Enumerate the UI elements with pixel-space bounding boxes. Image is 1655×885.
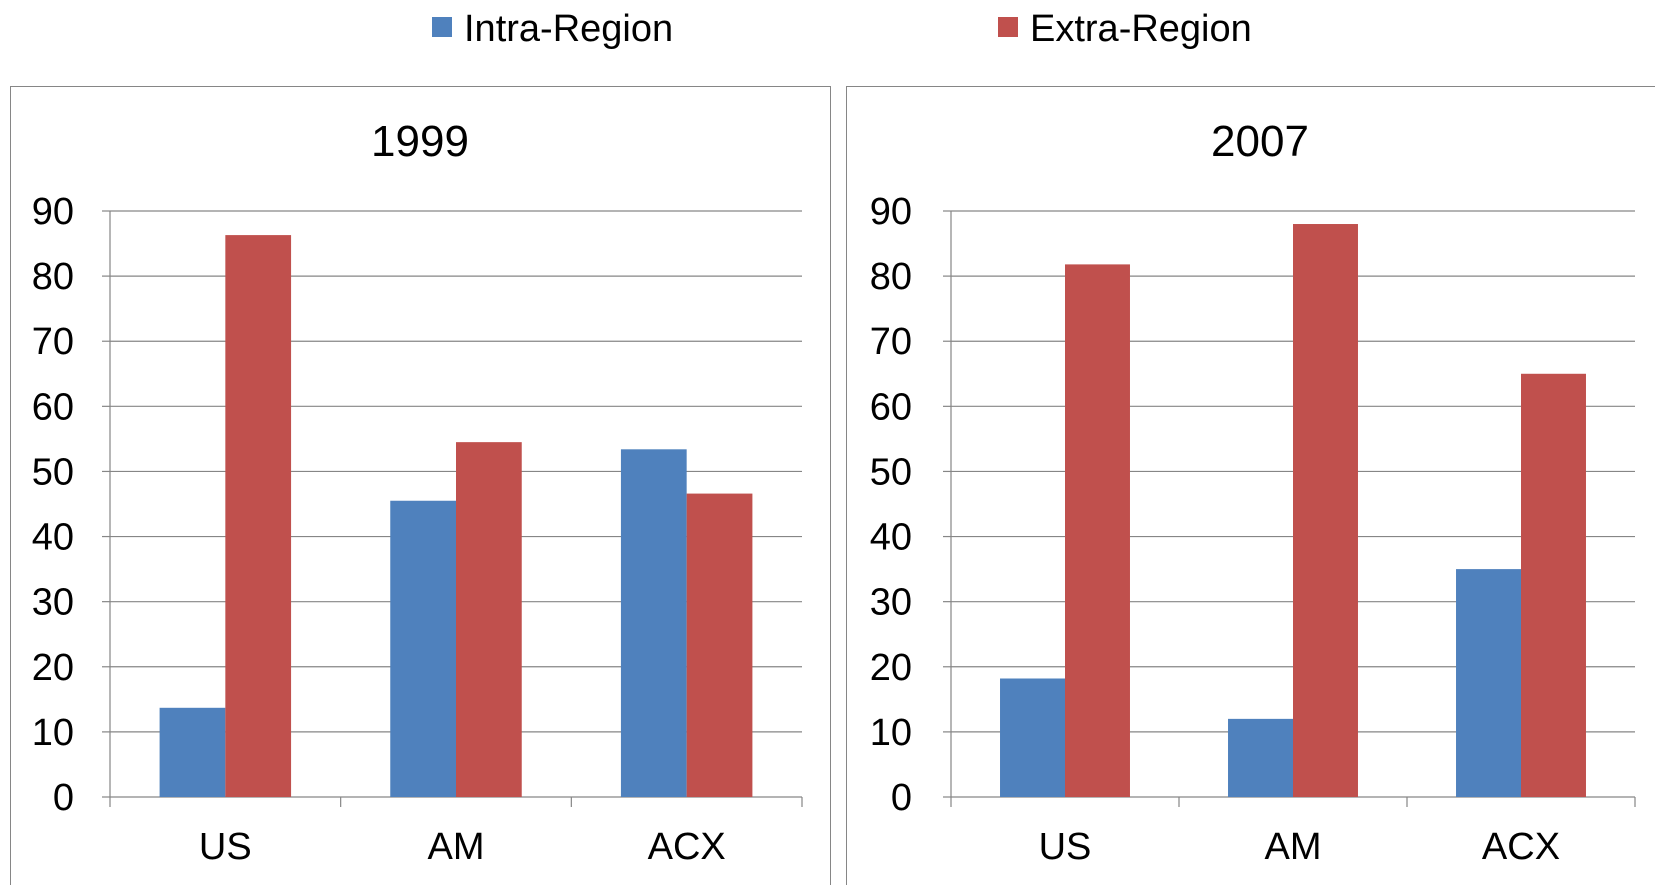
chart-title: 1999 bbox=[371, 117, 469, 166]
legend-swatch-intra bbox=[432, 17, 452, 37]
chart-plot-2007: 0 10 20 30 40 50 60 70 80 90 US AM ACX bbox=[870, 191, 1636, 868]
bar-extra-us bbox=[1065, 264, 1130, 797]
bar-intra-us bbox=[159, 707, 226, 797]
y-tick-label: 20 bbox=[870, 647, 912, 689]
y-tick-label: 50 bbox=[870, 451, 912, 493]
legend-label-extra: Extra-Region bbox=[1030, 8, 1252, 50]
chart-title: 2007 bbox=[1211, 117, 1309, 166]
chart-panel-2007: 2007 0 10 20 30 40 50 60 70 80 90 US AM ACX bbox=[846, 86, 1655, 885]
bar-intra-am bbox=[1228, 718, 1293, 797]
y-tick-label: 30 bbox=[32, 582, 74, 624]
y-tick-label: 70 bbox=[32, 321, 74, 363]
bar-extra-am bbox=[1293, 224, 1358, 797]
x-tick-label: US bbox=[1039, 826, 1092, 868]
y-tick-label: 60 bbox=[870, 386, 912, 428]
bar-intra-am bbox=[390, 500, 456, 797]
bar-extra-am bbox=[456, 442, 522, 797]
chart-plot-1999: 0 10 20 30 40 50 60 70 80 90 US AM ACX bbox=[32, 191, 803, 868]
bar-intra-acx bbox=[1456, 569, 1521, 797]
x-tick-label: AM bbox=[428, 826, 485, 868]
x-tick-label: ACX bbox=[1482, 826, 1560, 868]
bar-extra-acx bbox=[1521, 373, 1586, 797]
x-tick-label: US bbox=[199, 826, 252, 868]
y-tick-label: 20 bbox=[32, 647, 74, 689]
y-tick-label: 10 bbox=[870, 712, 912, 754]
y-tick-label: 80 bbox=[32, 256, 74, 298]
bar-extra-us bbox=[225, 235, 292, 797]
y-tick-label: 50 bbox=[32, 451, 74, 493]
bar-extra-acx bbox=[686, 493, 753, 797]
bar-intra-us bbox=[1000, 678, 1065, 797]
legend: Intra-Region Extra-Region bbox=[432, 8, 1252, 50]
y-tick-label: 10 bbox=[32, 712, 74, 754]
y-tick-label: 40 bbox=[870, 517, 912, 559]
legend-item-intra: Intra-Region bbox=[432, 8, 673, 50]
y-tick-label: 0 bbox=[891, 777, 912, 819]
legend-label-intra: Intra-Region bbox=[464, 8, 673, 50]
y-tick-label: 0 bbox=[53, 777, 74, 819]
y-tick-label: 30 bbox=[870, 582, 912, 624]
bar-intra-acx bbox=[620, 449, 687, 797]
y-tick-label: 40 bbox=[32, 517, 74, 559]
y-tick-label: 80 bbox=[870, 256, 912, 298]
chart-panel-1999: 1999 0 10 20 30 40 50 60 70 80 90 US AM ACX bbox=[10, 86, 831, 885]
y-tick-label: 70 bbox=[870, 321, 912, 363]
y-tick-label: 60 bbox=[32, 386, 74, 428]
legend-swatch-extra bbox=[998, 17, 1018, 37]
x-tick-label: ACX bbox=[648, 826, 726, 868]
x-tick-label: AM bbox=[1265, 826, 1322, 868]
legend-item-extra: Extra-Region bbox=[998, 8, 1252, 50]
y-tick-label: 90 bbox=[32, 191, 74, 233]
y-tick-label: 90 bbox=[870, 191, 912, 233]
